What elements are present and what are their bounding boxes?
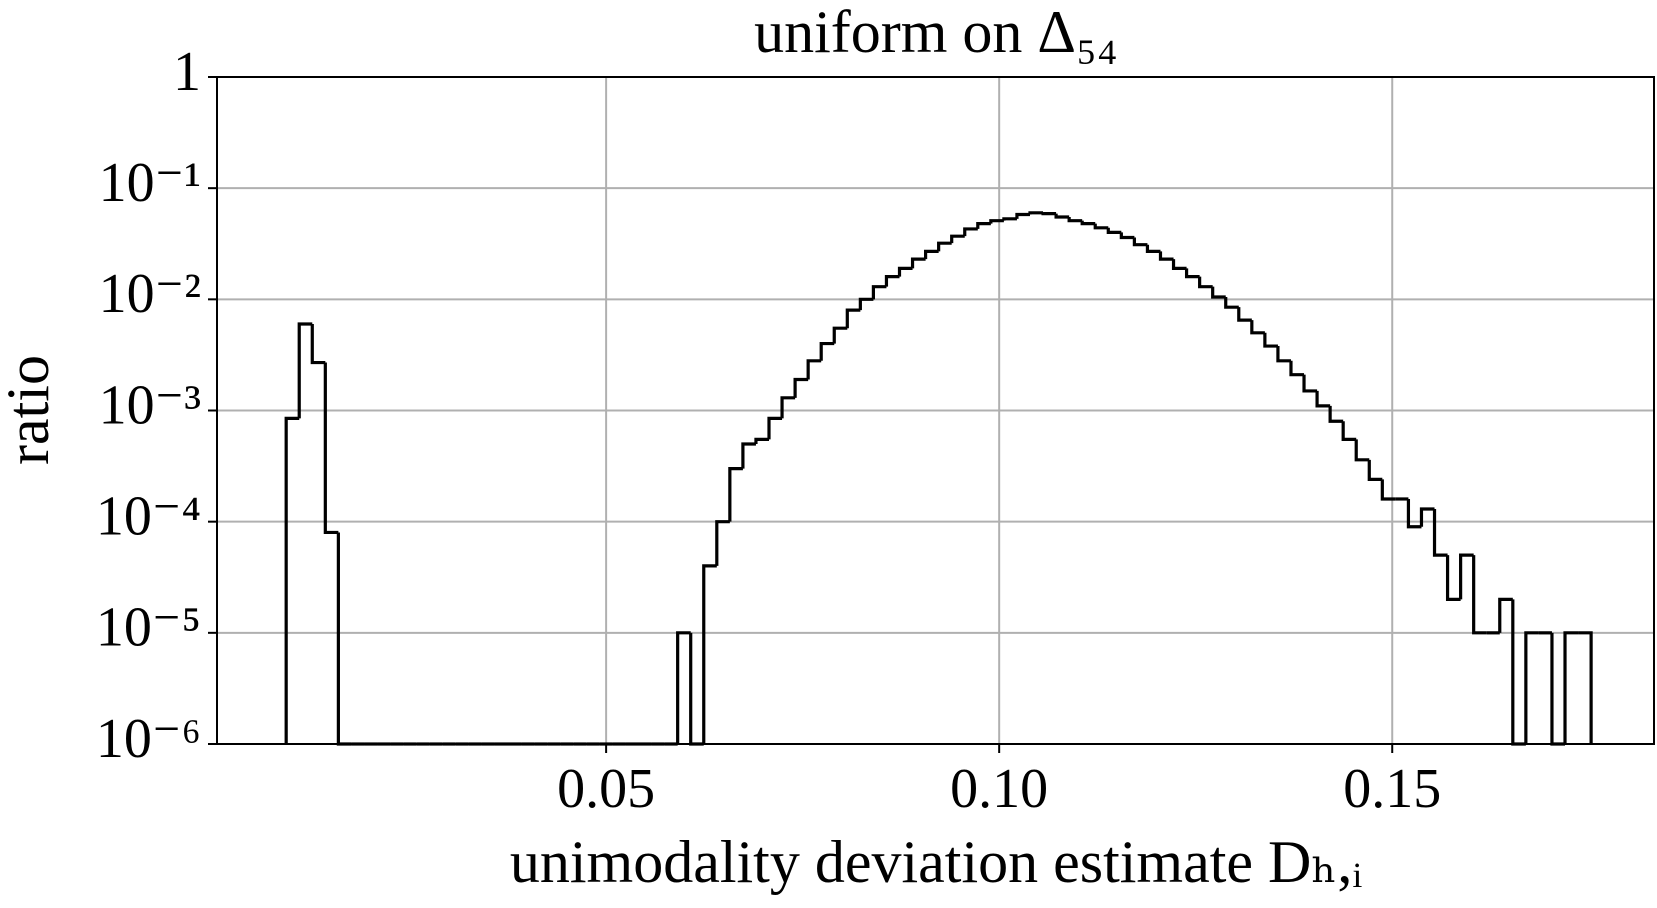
histogram-bin bbox=[1498, 597, 1513, 633]
histogram-bin bbox=[897, 266, 913, 277]
histogram-bin bbox=[310, 323, 326, 365]
histogram-bin bbox=[741, 442, 756, 469]
x-tick-label: 0.10 bbox=[950, 758, 1048, 820]
x-axis-label: unimodality deviation estimate Dₕ,ᵢ bbox=[510, 829, 1362, 895]
x-tick-label: 0.05 bbox=[557, 758, 655, 820]
histogram-bin bbox=[1289, 360, 1305, 377]
histogram-bin bbox=[1406, 498, 1422, 529]
histogram-bin bbox=[1067, 217, 1083, 223]
histogram-bin bbox=[1550, 632, 1566, 746]
histogram-bin bbox=[845, 308, 861, 329]
histogram-bin bbox=[1224, 296, 1239, 309]
histogram-bin bbox=[1041, 212, 1057, 216]
histogram-bin bbox=[1354, 439, 1370, 462]
histogram-bin bbox=[1459, 553, 1474, 600]
histogram-bin bbox=[1578, 631, 1593, 744]
histogram-bin bbox=[1002, 217, 1017, 221]
histogram-bin bbox=[1263, 332, 1278, 348]
histogram-bin bbox=[1106, 227, 1122, 235]
histogram-bin bbox=[937, 241, 952, 252]
histogram-bin bbox=[819, 341, 835, 361]
plot-frame bbox=[216, 76, 1655, 745]
histogram-bin bbox=[1563, 631, 1579, 744]
histogram-bin bbox=[1211, 286, 1226, 299]
histogram-bin bbox=[950, 234, 965, 244]
histogram-bin bbox=[976, 222, 991, 229]
histogram-bin bbox=[1341, 421, 1357, 441]
histogram-bin bbox=[989, 219, 1004, 224]
histogram-bin bbox=[832, 326, 848, 344]
histogram-bin bbox=[1080, 220, 1096, 226]
histogram-bin bbox=[1380, 479, 1396, 501]
histogram-bin bbox=[284, 416, 300, 744]
histogram-bin bbox=[1511, 599, 1526, 746]
histogram-bin bbox=[689, 632, 704, 746]
histogram-bin bbox=[1328, 405, 1344, 423]
histogram-bin bbox=[1015, 212, 1030, 219]
histogram-bin bbox=[676, 631, 691, 744]
histogram-bin bbox=[1184, 268, 1200, 279]
histogram-bin bbox=[1145, 244, 1161, 253]
y-tick-label: 10⁻² bbox=[99, 263, 201, 325]
histogram-bin bbox=[793, 377, 809, 398]
histogram-bin bbox=[923, 249, 939, 260]
histogram-bin bbox=[1171, 259, 1187, 270]
histogram-bin bbox=[1158, 251, 1174, 261]
histogram-bin bbox=[1419, 507, 1435, 527]
histogram-bin bbox=[1054, 213, 1070, 219]
y-tick-label: 10⁻⁶ bbox=[96, 708, 201, 770]
histogram-bin bbox=[767, 416, 783, 440]
histogram-bin bbox=[1276, 346, 1291, 363]
histogram-bin bbox=[754, 437, 770, 444]
histogram-bin bbox=[1315, 390, 1331, 408]
histogram-bin bbox=[728, 467, 743, 522]
y-tick-label: 1 bbox=[173, 41, 201, 103]
histogram-bin bbox=[1367, 459, 1383, 481]
y-tick-label: 10⁻⁴ bbox=[96, 486, 201, 548]
histogram-bin bbox=[1132, 237, 1148, 247]
histogram-bin bbox=[963, 227, 978, 237]
histogram-bin bbox=[1119, 232, 1135, 240]
x-tick-label: 0.15 bbox=[1343, 758, 1441, 820]
y-tick-label: 10⁻¹ bbox=[99, 152, 201, 214]
histogram-bin bbox=[1432, 509, 1448, 557]
y-axis-label: ratio bbox=[0, 355, 61, 465]
histogram-bin bbox=[1093, 223, 1109, 230]
histogram-bin bbox=[1250, 320, 1265, 335]
histogram-bin bbox=[323, 362, 339, 535]
histogram-bin bbox=[715, 520, 730, 566]
y-tick-label: 10⁻⁵ bbox=[96, 597, 201, 659]
y-tick-label: 10⁻³ bbox=[99, 374, 201, 436]
histogram-bin bbox=[702, 564, 717, 744]
histogram-bin bbox=[858, 297, 874, 311]
histogram-bin bbox=[1028, 211, 1044, 215]
histogram-bin bbox=[910, 257, 926, 269]
histogram-bin bbox=[336, 532, 352, 746]
histogram-bin bbox=[1237, 307, 1252, 322]
chart-title: uniform on Δ₅₄ bbox=[754, 0, 1118, 65]
histogram-bin bbox=[1445, 555, 1461, 601]
histogram-bin bbox=[297, 322, 313, 419]
histogram-bin bbox=[871, 285, 887, 300]
histogram-bin bbox=[806, 359, 822, 380]
histogram-bin bbox=[884, 275, 900, 287]
histogram-bin bbox=[1472, 555, 1487, 635]
histogram-bin bbox=[1198, 276, 1213, 289]
histogram-bin bbox=[1302, 374, 1318, 393]
histogram-bin bbox=[780, 396, 796, 419]
histogram-bin bbox=[1524, 631, 1539, 744]
